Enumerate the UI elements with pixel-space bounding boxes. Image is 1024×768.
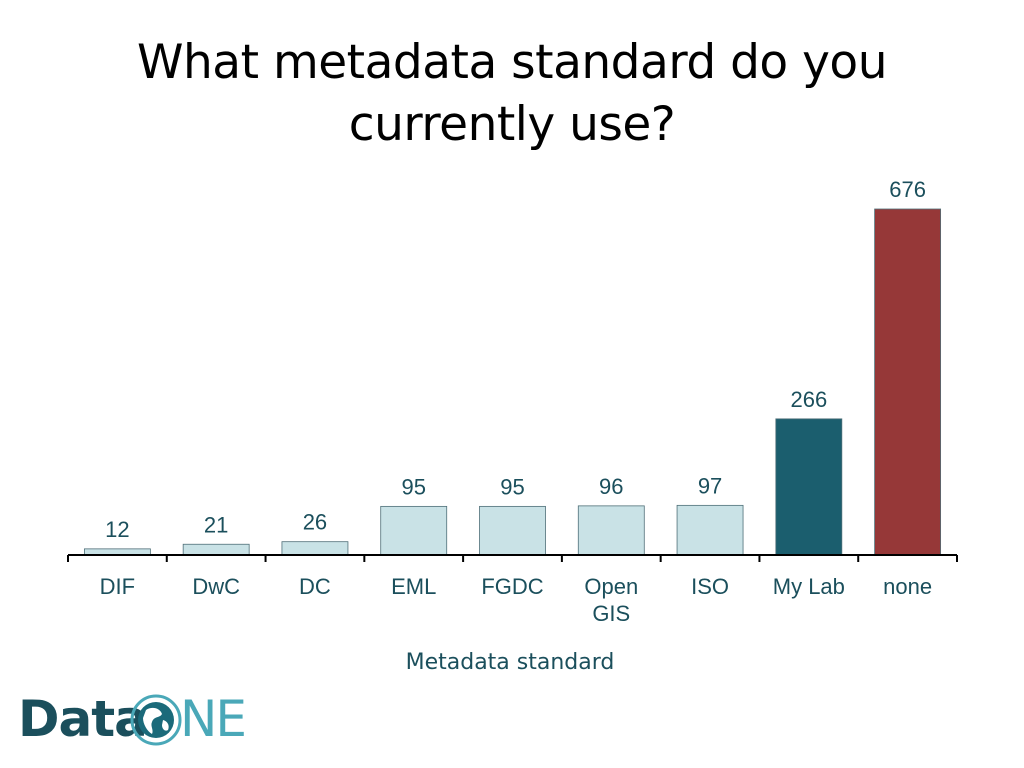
category-tick-label: EML xyxy=(391,574,436,599)
category-tick-label: DwC xyxy=(192,574,240,599)
x-axis-label: Metadata standard xyxy=(406,650,615,675)
slide-title: What metadata standard do you currently … xyxy=(137,35,887,152)
globe-icon xyxy=(130,694,182,746)
bar-chart: 12 21 26 95 95 96 97 266 676 DIF DwC DC EML FGDC Open… xyxy=(67,177,958,675)
bar-open-gis xyxy=(577,505,645,556)
bars-group xyxy=(83,208,942,556)
bar-dwc xyxy=(182,543,250,556)
dataone-logo: Data NE xyxy=(18,690,248,750)
category-tick-label: none xyxy=(883,574,932,599)
x-axis xyxy=(67,554,958,562)
bar-value-label: 12 xyxy=(105,517,129,542)
category-tick-label: DIF xyxy=(100,574,135,599)
bar-value-label: 266 xyxy=(790,387,827,412)
bar-my-lab xyxy=(775,418,843,556)
category-tick-label: FGDC xyxy=(481,574,543,599)
bar-dc xyxy=(281,541,349,556)
bar-value-label: 676 xyxy=(889,177,926,202)
bar-fgdc xyxy=(479,505,546,556)
bar-value-label: 26 xyxy=(303,510,327,535)
bar-none xyxy=(874,208,942,556)
bar-iso xyxy=(676,504,744,556)
category-tick-label: My Lab xyxy=(773,574,845,599)
category-tick-label: Open GIS xyxy=(584,574,638,626)
bar-value-label: 21 xyxy=(204,512,228,537)
logo-text-data: Data xyxy=(18,690,148,748)
category-tick-label: ISO xyxy=(691,574,729,599)
logo-text-one: NE xyxy=(180,690,247,748)
bar-value-label: 95 xyxy=(500,474,524,499)
tick-labels-group: DIF DwC DC EML FGDC Open GIS ISO My Lab none xyxy=(100,574,932,626)
bar-eml xyxy=(380,505,448,556)
bar-value-label: 96 xyxy=(599,474,623,499)
bar-labels-group: 12 21 26 95 95 96 97 266 676 xyxy=(105,177,926,542)
bar-value-label: 95 xyxy=(401,474,425,499)
bar-value-label: 97 xyxy=(698,473,722,498)
category-tick-label: DC xyxy=(299,574,331,599)
